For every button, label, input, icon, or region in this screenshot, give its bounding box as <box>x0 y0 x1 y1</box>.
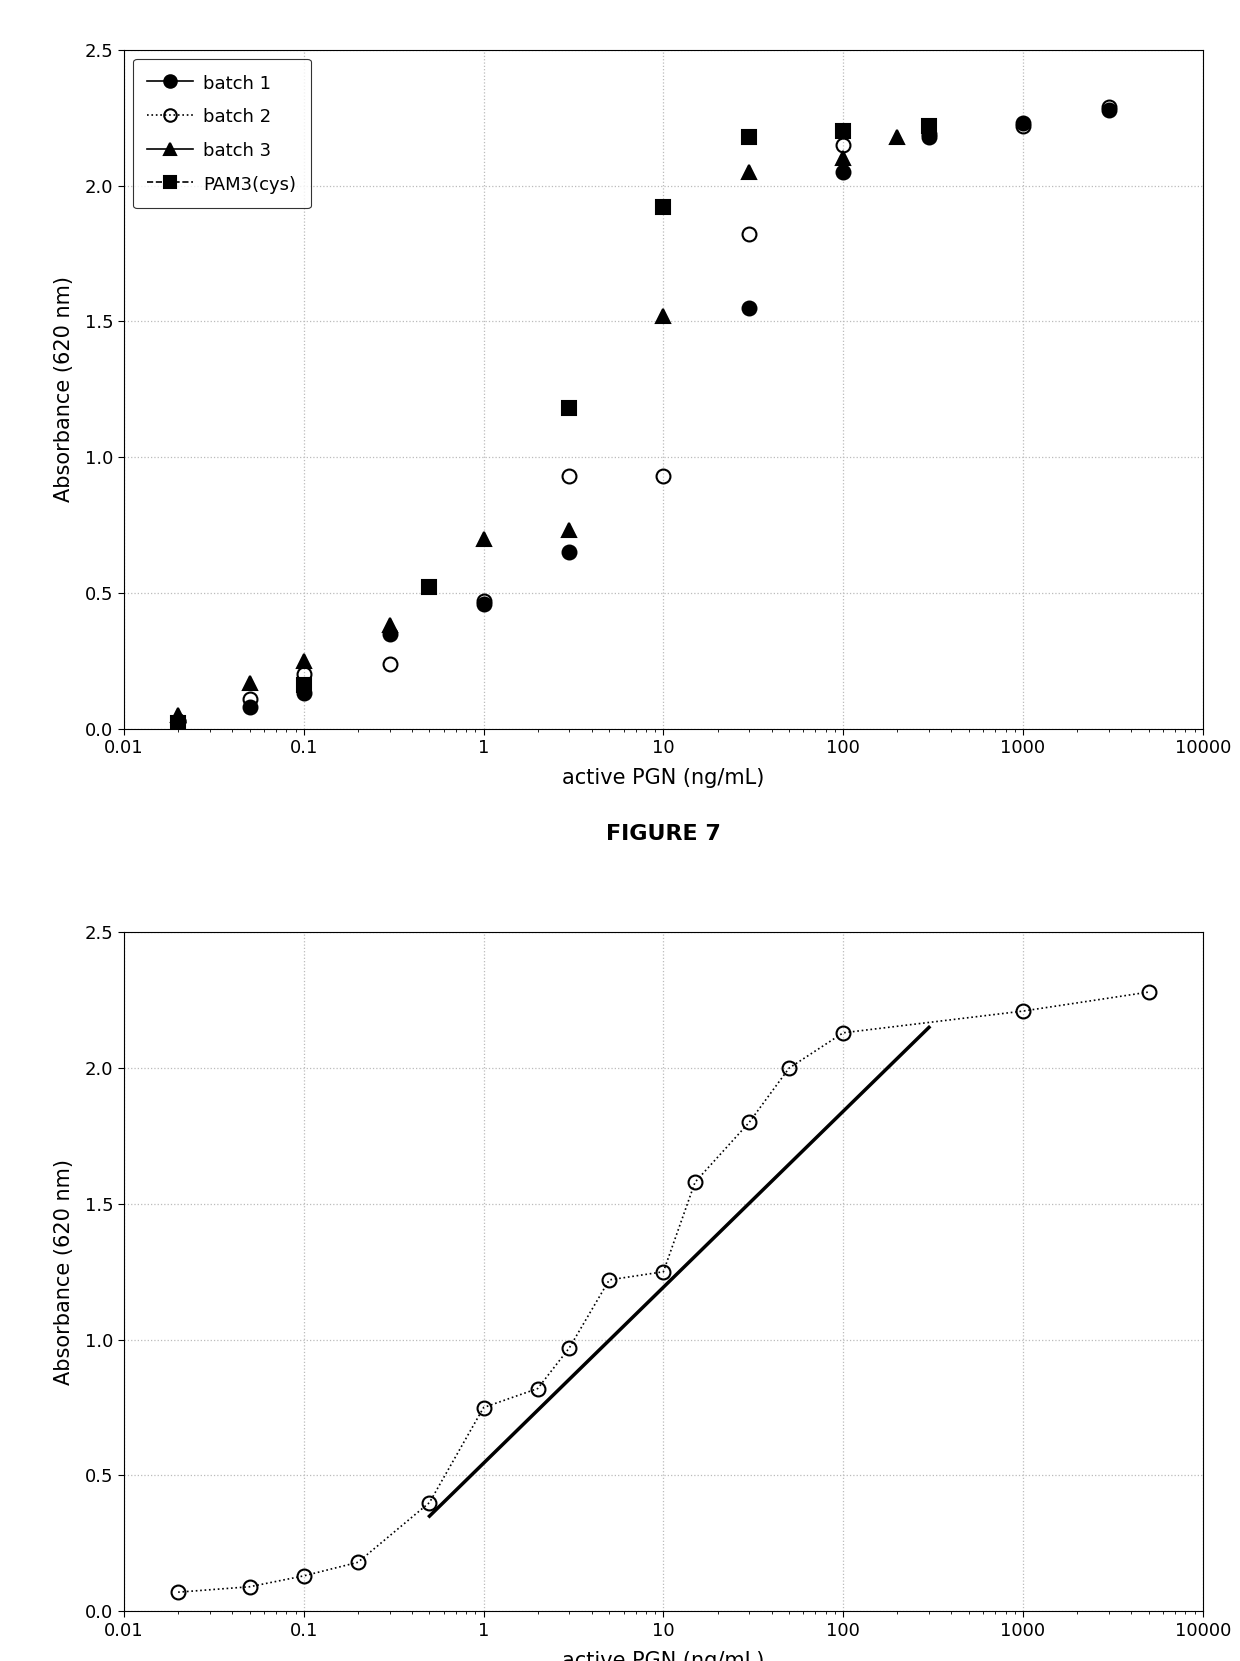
batch 3 <box>476 528 491 548</box>
X-axis label: active PGN (ng/mL): active PGN (ng/mL) <box>562 1651 765 1661</box>
PAM3(cys) <box>296 676 311 696</box>
batch 3 <box>171 706 186 726</box>
batch 2 <box>1101 96 1116 116</box>
PAM3(cys) <box>836 121 851 141</box>
PAM3(cys) <box>742 126 756 146</box>
batch 1 <box>476 593 491 613</box>
batch 2 <box>171 711 186 731</box>
batch 3 <box>242 673 257 693</box>
batch 3 <box>656 306 671 326</box>
Y-axis label: Absorbance (620 nm): Absorbance (620 nm) <box>53 1159 73 1385</box>
Line: PAM3(cys): PAM3(cys) <box>171 120 936 731</box>
PAM3(cys) <box>562 399 577 419</box>
Line: batch 1: batch 1 <box>171 103 1116 728</box>
Y-axis label: Absorbance (620 nm): Absorbance (620 nm) <box>53 276 73 502</box>
batch 1 <box>921 126 936 146</box>
Line: batch 2: batch 2 <box>171 100 1116 728</box>
batch 1 <box>1016 113 1030 133</box>
batch 2 <box>1016 116 1030 136</box>
batch 1 <box>382 623 397 643</box>
batch 1 <box>296 683 311 703</box>
batch 2 <box>921 125 936 145</box>
batch 2 <box>476 591 491 611</box>
batch 3 <box>562 520 577 540</box>
PAM3(cys) <box>422 578 436 598</box>
batch 2 <box>742 224 756 244</box>
PAM3(cys) <box>656 198 671 218</box>
batch 2 <box>562 467 577 487</box>
batch 3 <box>296 651 311 671</box>
batch 2 <box>382 653 397 673</box>
batch 2 <box>836 135 851 154</box>
batch 1 <box>562 541 577 561</box>
batch 2 <box>656 467 671 487</box>
PAM3(cys) <box>921 116 936 136</box>
batch 1 <box>1101 100 1116 120</box>
batch 2 <box>242 689 257 709</box>
batch 3 <box>890 126 905 146</box>
batch 1 <box>242 698 257 718</box>
PAM3(cys) <box>171 713 186 733</box>
batch 3 <box>382 616 397 636</box>
batch 3 <box>836 148 851 168</box>
X-axis label: active PGN (ng/mL): active PGN (ng/mL) <box>562 767 765 789</box>
batch 1 <box>836 163 851 183</box>
batch 3 <box>742 163 756 183</box>
Line: batch 3: batch 3 <box>171 130 904 723</box>
batch 1 <box>171 711 186 731</box>
batch 2 <box>296 664 311 684</box>
batch 1 <box>742 297 756 317</box>
Legend: batch 1, batch 2, batch 3, PAM3(cys): batch 1, batch 2, batch 3, PAM3(cys) <box>133 58 311 209</box>
Text: FIGURE 7: FIGURE 7 <box>606 824 720 844</box>
